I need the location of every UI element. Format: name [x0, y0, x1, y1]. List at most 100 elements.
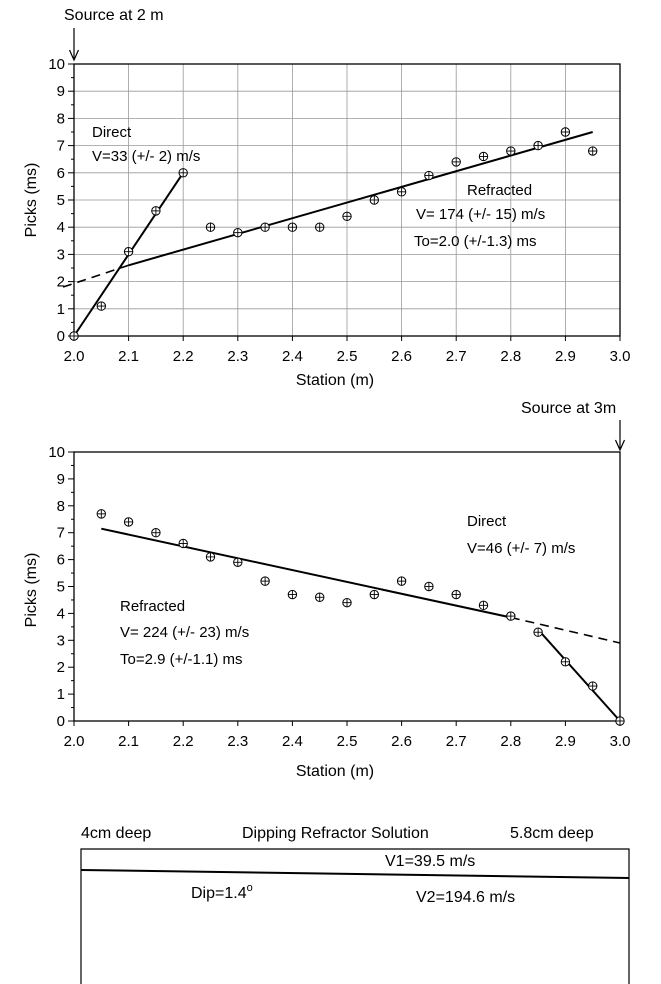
- x-tick-label: 2.3: [227, 733, 248, 750]
- pick-point: [233, 227, 243, 238]
- pick-point: [478, 151, 489, 162]
- y-tick-label: 8: [57, 498, 65, 515]
- pick-point: [260, 222, 270, 232]
- pick-point: [506, 146, 516, 156]
- x-tick-label: 2.2: [173, 733, 194, 750]
- source-arrowhead: [68, 49, 80, 62]
- pick-points: [96, 509, 625, 726]
- refractor-interface: [80, 869, 630, 879]
- pick-point: [178, 168, 188, 178]
- right-depth-label: 5.8cm deep: [510, 825, 594, 842]
- refracted-title: Refracted: [120, 598, 185, 615]
- pick-point: [342, 211, 352, 222]
- x-tick-label: 2.4: [282, 733, 303, 750]
- pick-point: [396, 187, 407, 197]
- pick-point: [560, 127, 571, 137]
- y-tick-label: 0: [57, 713, 65, 730]
- pick-point: [151, 528, 161, 538]
- x-tick-label: 2.8: [500, 348, 521, 365]
- pick-point: [615, 716, 625, 726]
- y-tick-label: 9: [57, 83, 65, 100]
- grid-lines: [73, 63, 621, 337]
- pick-point: [123, 246, 134, 257]
- y-tick-label: 2: [57, 274, 65, 291]
- x-tick-label: 2.1: [118, 348, 139, 365]
- direct-fit-line: [537, 628, 621, 722]
- x-tick-label: 2.8: [500, 733, 521, 750]
- refracted-fit-line: [128, 131, 593, 267]
- refractor-solution-diagram: 4cm deep Dipping Refractor Solution 5.8c…: [80, 825, 630, 984]
- pick-point: [69, 331, 79, 341]
- pick-point: [451, 589, 461, 600]
- x-axis-label: Station (m): [296, 763, 374, 780]
- pick-point: [588, 681, 598, 691]
- x-axis-label: Station (m): [296, 372, 374, 389]
- y-tick-label: 2: [57, 659, 65, 676]
- x-tick-label: 3.0: [610, 348, 631, 365]
- pick-point: [178, 538, 188, 549]
- x-tick-label: 2.0: [64, 733, 85, 750]
- pick-point: [205, 222, 216, 232]
- refracted-intercept: To=2.9 (+/-1.1) ms: [120, 651, 243, 668]
- refracted-fit-line: [101, 527, 512, 619]
- x-tick-label: 2.9: [555, 348, 576, 365]
- model-box: [80, 848, 630, 984]
- pick-point: [369, 589, 379, 600]
- y-axis-label: Picks (ms): [23, 553, 40, 628]
- pick-point: [342, 597, 352, 608]
- pick-point: [560, 657, 571, 667]
- pick-point: [96, 509, 107, 519]
- pick-point: [233, 557, 243, 567]
- solution-title: Dipping Refractor Solution: [242, 825, 429, 842]
- y-tick-label: 4: [57, 219, 65, 236]
- pick-point: [478, 600, 489, 611]
- pick-points: [69, 127, 598, 341]
- x-tick-label: 2.6: [391, 733, 412, 750]
- pick-point: [506, 611, 516, 621]
- x-tick-label: 2.5: [337, 348, 358, 365]
- y-tick-label: 1: [57, 686, 65, 703]
- dip-label: Dip=1.4o: [191, 882, 253, 902]
- chart-source-3m: 2.0 2.1 2.2 2.3 2.4 2.5 2.6 2.7 2.8 2.9 3.0 0 1 2 3 4 5 6…: [23, 400, 630, 780]
- refracted-velocity: V= 174 (+/- 15) m/s: [416, 206, 545, 223]
- refracted-intercept: To=2.0 (+/-1.3) ms: [414, 233, 537, 250]
- y-tick-label: 5: [57, 579, 65, 596]
- y-tick-label: 0: [57, 328, 65, 345]
- y-tick-label: 10: [48, 444, 65, 461]
- x-tick-label: 3.0: [610, 733, 631, 750]
- x-tick-label: 2.1: [118, 733, 139, 750]
- v1-label: V1=39.5 m/s: [385, 853, 475, 870]
- pick-point: [424, 581, 434, 592]
- pick-point: [260, 576, 270, 586]
- left-depth-label: 4cm deep: [81, 825, 151, 842]
- refracted-extrapolation-line: [510, 616, 621, 644]
- pick-point: [315, 222, 325, 232]
- y-tick-label: 1: [57, 301, 65, 318]
- pick-point: [533, 140, 543, 151]
- pick-point: [369, 195, 379, 205]
- x-tick-label: 2.2: [173, 348, 194, 365]
- y-tick-label: 3: [57, 246, 65, 263]
- v2-label: V2=194.6 m/s: [416, 889, 515, 906]
- source-arrowhead: [614, 439, 626, 452]
- y-tick-label: 4: [57, 605, 65, 622]
- fit-lines: [101, 527, 621, 722]
- x-tick-label: 2.7: [446, 348, 467, 365]
- chart-source-2m: 2.0 2.1 2.2 2.3 2.4 2.5 2.6 2.7 2.8 2.9 3.0 0 1 2 3 4 5 6…: [23, 7, 630, 389]
- source-label: Source at 3m: [521, 400, 616, 417]
- pick-point: [96, 301, 107, 311]
- pick-point: [151, 206, 161, 216]
- refracted-title: Refracted: [467, 182, 532, 199]
- x-tick-label: 2.9: [555, 733, 576, 750]
- y-tick-label: 3: [57, 632, 65, 649]
- pick-point: [287, 589, 298, 600]
- y-tick-label: 9: [57, 471, 65, 488]
- pick-point: [588, 146, 598, 156]
- refracted-extrapolation-line: [62, 264, 129, 288]
- refracted-velocity: V= 224 (+/- 23) m/s: [120, 624, 249, 641]
- y-tick-label: 6: [57, 165, 65, 182]
- x-tick-label: 2.7: [446, 733, 467, 750]
- pick-point: [287, 222, 298, 232]
- pick-point: [315, 592, 325, 602]
